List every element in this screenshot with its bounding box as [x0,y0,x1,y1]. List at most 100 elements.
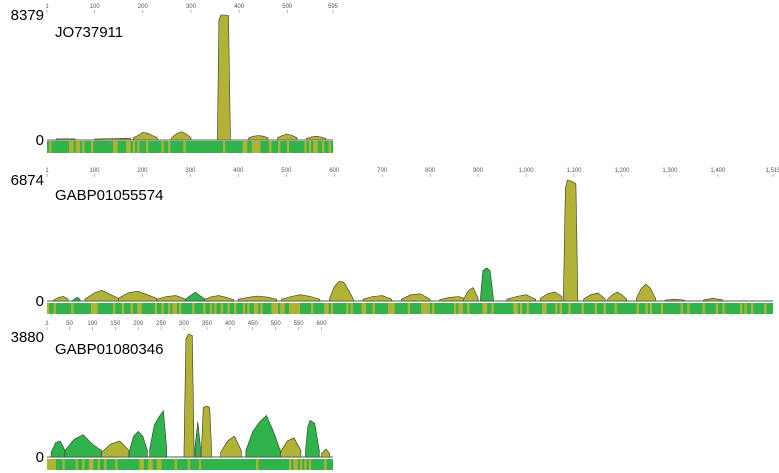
identity-strip-cell [47,459,50,470]
coverage-area [171,131,192,141]
identity-strip-cell [603,303,606,314]
x-tick-label: 100 [87,321,98,327]
identity-strip [47,303,773,314]
coverage-area [277,133,298,141]
identity-strip-cell [104,459,107,470]
identity-strip-cell [91,303,94,314]
identity-strip-cell [139,303,142,314]
identity-strip-cell [293,459,296,470]
identity-strip-cell [286,141,290,153]
x-tick-label: 400 [234,4,245,10]
identity-strip-cell [273,303,276,314]
identity-strip-cell [322,141,325,153]
coverage-area [636,283,656,302]
x-tick-label: 900 [473,168,484,174]
identity-strip-cell [82,459,85,470]
identity-strip-cell [62,459,65,470]
x-tick-label: 400 [233,168,244,174]
identity-strip-cell [209,303,213,314]
coverage-area [55,138,76,141]
identity-strip-cell [256,459,259,470]
identity-strip-cell [245,141,248,153]
identity-strip-cell [187,459,191,470]
identity-strip-cell [460,303,463,314]
identity-strip-cell [295,303,298,314]
x-tick-label: 400 [225,321,236,327]
coverage-area [132,132,158,141]
x-tick-label: 1,400 [710,168,726,174]
identity-strip-cell [157,459,160,470]
coverage-area [607,291,627,302]
identity-strip-cell [126,141,129,153]
x-tick-label: 50 [66,321,73,327]
identity-strip-cell [280,303,283,314]
identity-strip-cell [491,303,494,314]
identity-strip-background [47,141,333,153]
identity-strip-cell [161,303,164,314]
identity-strip-cell [130,303,133,314]
identity-strip-cell [93,303,96,314]
identity-strip-cell [271,303,274,314]
identity-strip-cell [304,141,307,153]
identity-strip-cell [75,141,78,153]
identity-strip-cell [427,303,430,314]
identity-strip-cell [121,303,125,314]
identity-strip-cell [137,141,140,153]
identity-strip-cell [330,303,334,314]
coverage-area [480,267,494,302]
y-zero-label: 0 [36,293,44,310]
x-tick-label: 800 [425,168,436,174]
y-max-label: 3880 [11,329,44,346]
coverage-area [245,414,281,458]
coverage-area [64,434,102,458]
identity-strip-cell [234,303,237,314]
coverage-area [664,298,685,302]
identity-strip-cell [227,303,230,314]
identity-strip-cell [115,141,118,153]
y-zero-label: 0 [36,449,44,466]
identity-strip-cell [425,303,428,314]
identity-strip-cell [203,303,206,314]
identity-strip-cell [594,303,598,314]
x-tick-label: 595 [328,4,339,10]
identity-strip-cell [282,303,285,314]
identity-strip-cell [53,303,56,314]
x-tick-label: 200 [137,168,148,174]
x-tick-label: 600 [329,168,340,174]
identity-strip-cell [256,303,259,314]
coverage-area [204,295,234,302]
identity-strip-cell [432,303,435,314]
identity-strip-cell [324,303,327,314]
identity-strip-cell [636,303,639,314]
coverage-area [703,297,723,302]
identity-strip-cell [311,303,314,314]
x-tick-label: 500 [282,4,293,10]
identity-strip-cell [71,303,74,314]
x-tick-label: 600 [317,321,328,327]
identity-strip-cell [148,459,151,470]
identity-strip-cell [115,459,118,470]
identity-strip-cell [253,303,257,314]
identity-strip-cell [172,303,175,314]
identity-strip-cell [390,303,393,314]
identity-strip-cell [515,303,518,314]
identity-strip-cell [392,303,395,314]
identity-strip-cell [361,303,364,314]
x-tick-label: 1,100 [566,168,582,174]
identity-strip-cell [289,459,292,470]
x-tick-label: 100 [89,168,100,174]
identity-strip-cell [242,303,246,314]
identity-strip-cell [715,303,719,314]
identity-strip-cell [680,303,683,314]
identity-strip-cell [269,141,272,153]
x-tick-label: 700 [377,168,388,174]
identity-strip-cell [137,303,140,314]
coverage-area [401,293,431,302]
coverage-area [306,135,327,141]
identity-strip-cell [174,303,177,314]
identity-strip-cell [168,141,171,153]
identity-strip-cell [91,141,94,153]
identity-strip [47,141,333,153]
identity-strip-cell [315,141,318,153]
